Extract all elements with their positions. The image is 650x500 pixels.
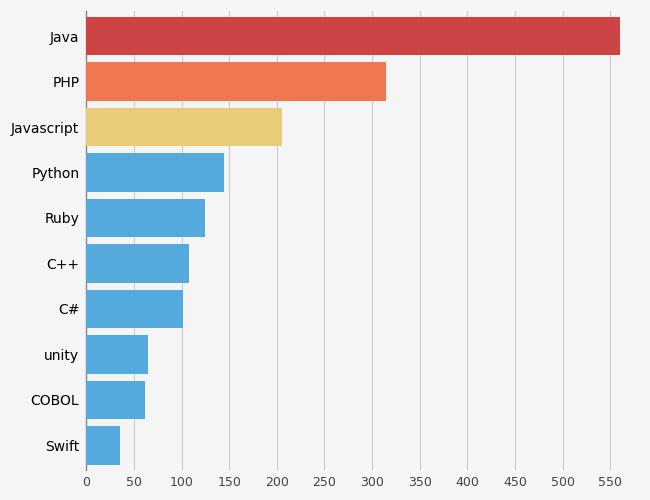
Bar: [86, 62, 386, 101]
Bar: [86, 335, 148, 374]
Bar: [86, 108, 281, 146]
Bar: [86, 244, 189, 283]
Bar: [86, 17, 620, 56]
Bar: [86, 380, 146, 419]
Bar: [86, 153, 224, 192]
Bar: [86, 290, 183, 328]
Bar: [86, 426, 120, 465]
Bar: [86, 198, 205, 237]
